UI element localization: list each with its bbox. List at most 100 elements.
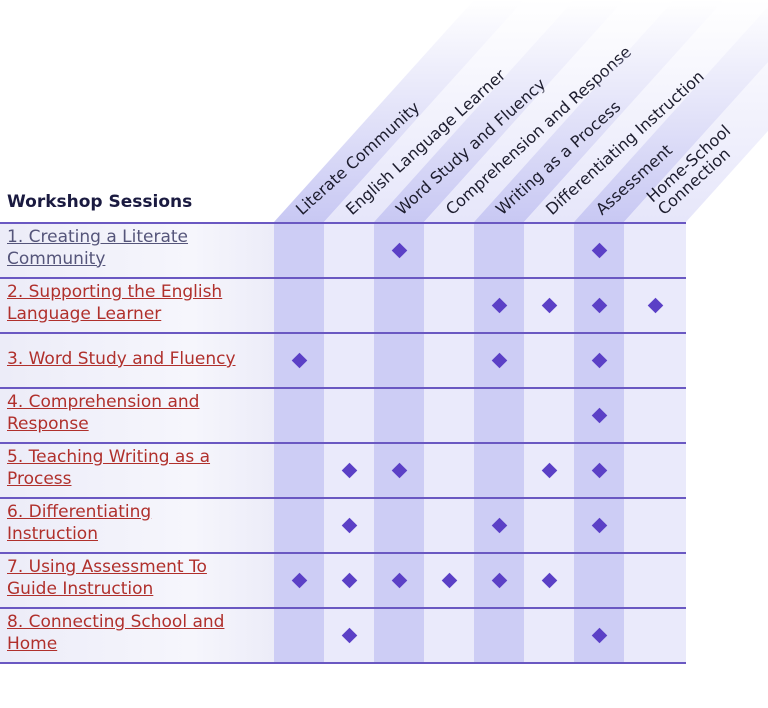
matrix-cell: [424, 389, 474, 442]
diamond-icon: [341, 627, 357, 644]
diamond-icon: [541, 572, 557, 589]
row-divider: [0, 277, 686, 279]
row-divider: [0, 442, 686, 444]
matrix-cell: [574, 499, 624, 552]
matrix-cell: [274, 444, 324, 497]
matrix-cell: [424, 554, 474, 607]
diamond-icon: [491, 572, 507, 589]
matrix-cell: [624, 334, 686, 387]
diamond-icon: [591, 407, 607, 424]
diamond-icon: [291, 572, 307, 589]
matrix-cell: [324, 609, 374, 662]
session-link-3[interactable]: 3. Word Study and Fluency: [7, 349, 236, 371]
matrix-cell: [524, 224, 574, 277]
matrix-cell: [274, 609, 324, 662]
matrix-cell: [474, 609, 524, 662]
session-link-line: Community: [7, 248, 106, 269]
session-link-6[interactable]: 6. Differentiating Instruction: [7, 502, 151, 545]
matrix-cell: [274, 224, 324, 277]
session-link-line: Response: [7, 413, 89, 434]
diamond-icon: [391, 242, 407, 259]
matrix-cell: [374, 389, 424, 442]
matrix-cell: [324, 224, 374, 277]
matrix-cell: [474, 279, 524, 332]
matrix-cell: [524, 279, 574, 332]
matrix-cell: [374, 279, 424, 332]
session-link-1[interactable]: 1. Creating a Literate Community: [7, 227, 188, 270]
diamond-icon: [591, 517, 607, 534]
table-row: 6. Differentiating Instruction: [0, 499, 274, 552]
matrix-cell: [374, 334, 424, 387]
diamond-icon: [541, 462, 557, 479]
matrix-cell: [574, 444, 624, 497]
diamond-icon: [341, 572, 357, 589]
matrix-cell: [274, 389, 324, 442]
diamond-icon: [441, 572, 457, 589]
matrix-cell: [574, 279, 624, 332]
diamond-icon: [591, 462, 607, 479]
matrix-cell: [624, 444, 686, 497]
matrix-cell: [474, 554, 524, 607]
session-link-line: 7. Using Assessment To: [7, 557, 207, 577]
matrix-cell: [274, 499, 324, 552]
diamond-icon: [341, 462, 357, 479]
matrix-cell: [524, 444, 574, 497]
row-divider: [0, 497, 686, 499]
session-link-line: 5. Teaching Writing as a: [7, 447, 211, 467]
matrix-cell: [274, 279, 324, 332]
matrix-cell: [624, 389, 686, 442]
matrix-cell: [324, 389, 374, 442]
table-row: 4. Comprehension and Response: [0, 389, 274, 442]
matrix-cell: [374, 499, 424, 552]
session-link-line: Instruction: [7, 523, 98, 544]
page-title: Workshop Sessions: [7, 192, 193, 212]
matrix-cell: [524, 554, 574, 607]
matrix-cell: [574, 224, 624, 277]
matrix-cell: [624, 224, 686, 277]
matrix-cell: [474, 499, 524, 552]
diamond-icon: [291, 352, 307, 369]
matrix-cell: [474, 334, 524, 387]
matrix-cell: [324, 554, 374, 607]
matrix-cell: [524, 389, 574, 442]
session-link-5[interactable]: 5. Teaching Writing as a Process: [7, 447, 210, 490]
matrix-cell: [374, 554, 424, 607]
matrix-cell: [524, 609, 574, 662]
table-row: 3. Word Study and Fluency: [0, 334, 274, 387]
matrix-cell: [424, 444, 474, 497]
matrix-cell: [574, 554, 624, 607]
matrix-cell: [274, 334, 324, 387]
session-link-line: Process: [7, 468, 72, 489]
matrix-cell: [324, 279, 374, 332]
diamond-icon: [591, 242, 607, 259]
row-divider: [0, 552, 686, 554]
matrix-cell: [274, 554, 324, 607]
session-link-7[interactable]: 7. Using Assessment To Guide Instruction: [7, 557, 207, 600]
session-link-4[interactable]: 4. Comprehension and Response: [7, 392, 199, 435]
row-divider: [0, 332, 686, 334]
diamond-icon: [391, 572, 407, 589]
diamond-icon: [391, 462, 407, 479]
table-row: 5. Teaching Writing as a Process: [0, 444, 274, 497]
diamond-icon: [491, 297, 507, 314]
matrix-cell: [324, 499, 374, 552]
matrix-cell: [524, 499, 574, 552]
matrix-cell: [424, 334, 474, 387]
matrix-cell: [524, 334, 574, 387]
session-link-2[interactable]: 2. Supporting the English Language Learne…: [7, 282, 222, 325]
row-divider: [0, 387, 686, 389]
matrix-cell: [324, 444, 374, 497]
matrix-cell: [574, 609, 624, 662]
session-link-line: Home: [7, 633, 58, 654]
table-row: 7. Using Assessment To Guide Instruction: [0, 554, 274, 607]
row-divider: [0, 222, 686, 224]
session-link-8[interactable]: 8. Connecting School and Home: [7, 612, 224, 655]
diamond-icon: [341, 517, 357, 534]
diamond-icon: [591, 297, 607, 314]
matrix-cell: [424, 279, 474, 332]
diamond-icon: [541, 297, 557, 314]
table-row: 1. Creating a Literate Community: [0, 224, 274, 277]
session-link-line: 1. Creating a Literate: [7, 227, 189, 247]
matrix-cell: [424, 499, 474, 552]
matrix-cell: [624, 499, 686, 552]
